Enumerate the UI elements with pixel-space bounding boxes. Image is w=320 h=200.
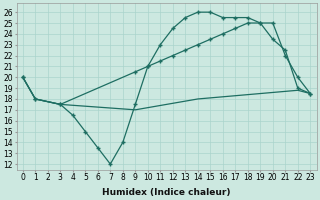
X-axis label: Humidex (Indice chaleur): Humidex (Indice chaleur) xyxy=(102,188,231,197)
